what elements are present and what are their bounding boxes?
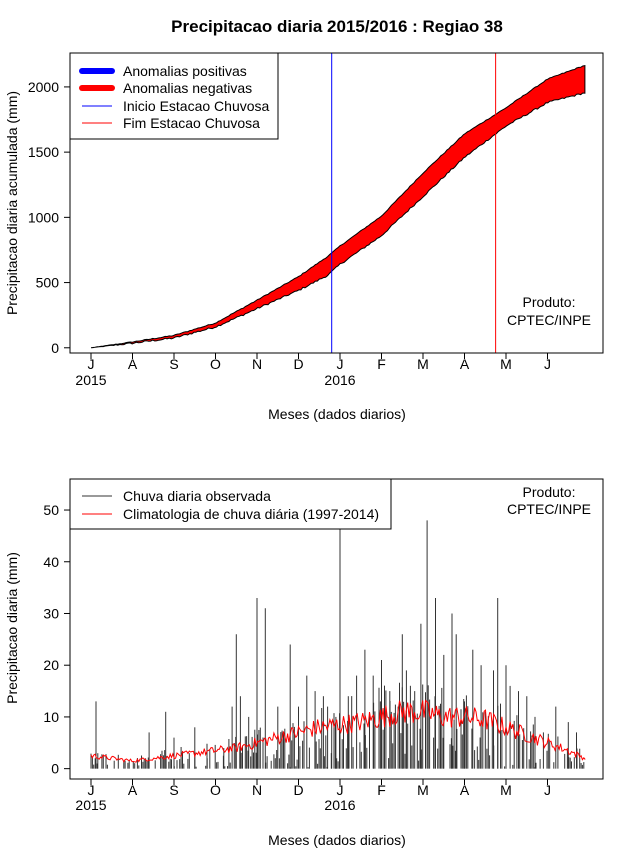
bottom-year-label: 2015	[75, 797, 106, 813]
bottom-x-tick-label: J	[544, 782, 551, 798]
top-x-tick-label: J	[544, 356, 551, 372]
bottom-credit-line-2: CPTEC/INPE	[507, 501, 591, 517]
bottom-x-tick-label: M	[500, 782, 512, 798]
top-x-tick-label: S	[169, 356, 178, 372]
top-y-axis-label: Precipitacao diaria acumulada (mm)	[4, 91, 20, 315]
legend-label-season-end: Fim Estacao Chuvosa	[123, 115, 260, 131]
bottom-x-tick-label: O	[210, 782, 221, 798]
top-plot-frame	[69, 52, 604, 354]
top-y-axis: 0 500 1000 1500 2000	[28, 79, 70, 356]
bottom-y-tick-label: 50	[43, 502, 59, 518]
bottom-x-tick-label: J	[337, 782, 344, 798]
legend-label-season-start: Inicio Estacao Chuvosa	[123, 98, 270, 114]
top-y-tick-label: 1500	[28, 144, 59, 160]
climatology-line	[90, 699, 586, 763]
top-x-tick-label: M	[500, 356, 512, 372]
chart-title: Precipitacao diaria 2015/2016 : Regiao 3…	[171, 17, 503, 36]
top-x-tick-label: O	[210, 356, 221, 372]
top-x-tick-label: M	[417, 356, 429, 372]
top-y-tick-label: 2000	[28, 79, 59, 95]
bottom-x-tick-label: D	[293, 782, 303, 798]
top-credit-line-2: CPTEC/INPE	[507, 312, 591, 328]
top-year-label: 2016	[324, 372, 355, 388]
top-x-tick-label: N	[252, 356, 262, 372]
bottom-x-axis-label: Meses (dados diarios)	[268, 832, 406, 848]
bottom-legend: Chuva diaria observada Climatologia de c…	[69, 478, 392, 530]
top-plot-data	[90, 53, 586, 353]
top-y-tick-label: 0	[51, 340, 59, 356]
bottom-x-tick-label: S	[169, 782, 178, 798]
top-x-tick-label: J	[88, 356, 95, 372]
bottom-y-tick-label: 20	[43, 657, 59, 673]
legend-label-observed: Chuva diaria observada	[123, 488, 271, 504]
bottom-y-tick-label: 0	[51, 761, 59, 777]
bottom-y-tick-label: 10	[43, 709, 59, 725]
top-legend: Anomalias positivas Anomalias negativas …	[69, 52, 279, 140]
bottom-y-axis: 0 10 20 30 40 50	[43, 502, 70, 777]
bottom-plot-data	[90, 515, 586, 769]
top-x-tick-label: A	[128, 356, 138, 372]
legend-label-climatology: Climatologia de chuva diária (1997-2014)	[123, 506, 379, 522]
bottom-x-tick-label: J	[88, 782, 95, 798]
top-legend-box	[69, 52, 279, 140]
top-y-tick-label: 500	[36, 275, 60, 291]
top-x-tick-label: A	[460, 356, 470, 372]
bottom-legend-box	[69, 478, 392, 530]
bottom-x-tick-label: M	[417, 782, 429, 798]
bottom-credit-line-1: Produto:	[523, 484, 576, 500]
top-year-label: 2015	[75, 372, 106, 388]
bottom-y-axis-label: Precipitacao diaria (mm)	[4, 552, 20, 704]
bottom-x-tick-label: A	[460, 782, 470, 798]
top-x-tick-label: J	[337, 356, 344, 372]
top-x-tick-label: F	[377, 356, 386, 372]
bottom-x-tick-label: F	[377, 782, 386, 798]
legend-label-positive: Anomalias positivas	[123, 63, 247, 79]
bottom-year-label: 2016	[324, 797, 355, 813]
bottom-x-tick-label: A	[128, 782, 138, 798]
top-credit-line-1: Produto:	[523, 294, 576, 310]
top-x-tick-label: D	[293, 356, 303, 372]
top-x-axis-label: Meses (dados diarios)	[268, 406, 406, 422]
bottom-x-tick-label: N	[252, 782, 262, 798]
legend-label-negative: Anomalias negativas	[123, 80, 252, 96]
top-y-tick-label: 1000	[28, 209, 59, 225]
anomaly-negative-area	[90, 64, 586, 349]
bottom-y-tick-label: 30	[43, 605, 59, 621]
bottom-y-tick-label: 40	[43, 554, 59, 570]
